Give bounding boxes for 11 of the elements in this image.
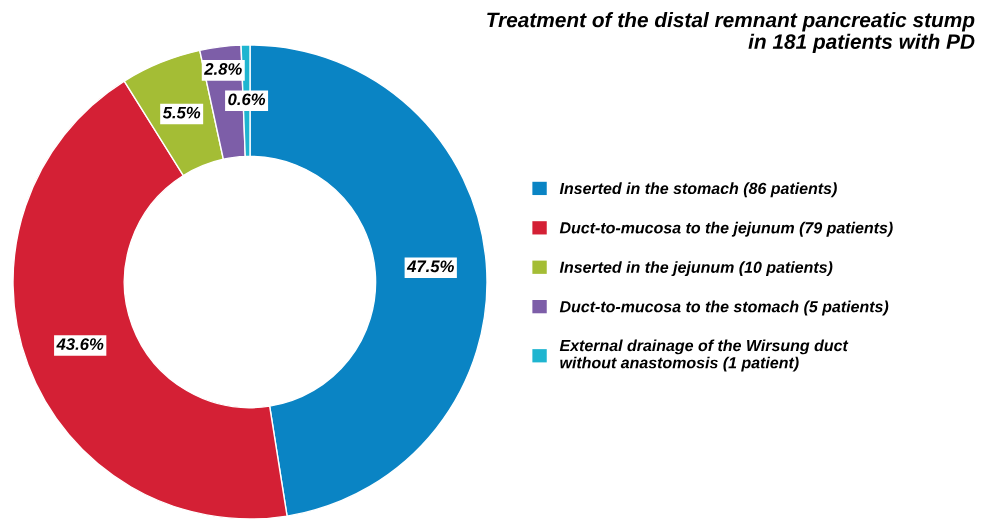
legend-label: Duct-to-mucosa to the jejunum (79 patients)	[559, 221, 893, 237]
data-label: 47.5%	[406, 260, 454, 273]
data-label: 43.6%	[56, 338, 104, 351]
data-label: 2.8%	[204, 63, 242, 75]
legend-label: External drainage of the Wirsung duct without anastomosis (1 patient)	[559, 339, 849, 372]
legend-label: Inserted in the jejunum (10 patients)	[559, 261, 833, 277]
data-label: 0.6%	[228, 93, 266, 106]
data-label: 5.5%	[162, 106, 201, 119]
legend-label: Duct-to-mucosa to the stomach (5 patients)	[559, 300, 889, 316]
legend-label: Inserted in the stomach (86 patients)	[559, 182, 837, 198]
chart-title: Treatment of the distal remnant pancreatic stump in 181 patients with PD	[487, 12, 975, 54]
